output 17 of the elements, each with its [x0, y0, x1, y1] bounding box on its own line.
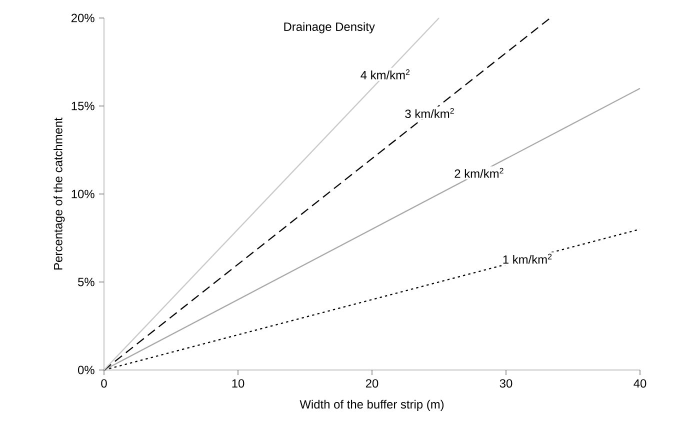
- y-tick-label: 10%: [72, 190, 94, 198]
- y-tick-label: 0%: [78, 366, 94, 374]
- x-tick-label: 30: [500, 379, 512, 388]
- x-tick-label: 10: [232, 379, 244, 388]
- y-axis-title: Percentage of the catchment: [54, 118, 65, 270]
- x-tick-label: 20: [366, 379, 378, 388]
- x-tick-label: 40: [634, 379, 646, 388]
- x-axis-title: Width of the buffer strip (m): [300, 400, 444, 411]
- y-tick-label: 20%: [71, 14, 94, 22]
- legend-title: Drainage Density: [284, 22, 375, 34]
- series-label: 1 km/km$^{2}$: [503, 254, 552, 264]
- series-label: 3 km/km$^{2}$: [405, 108, 454, 118]
- series-label: 2 km/km$^{2}$: [454, 168, 504, 178]
- series-label: 4 km/km$^{2}$: [360, 69, 410, 80]
- y-tick-label: 5%: [78, 278, 94, 286]
- y-tick-label: 15%: [72, 102, 94, 110]
- x-tick-label: 0: [101, 379, 107, 388]
